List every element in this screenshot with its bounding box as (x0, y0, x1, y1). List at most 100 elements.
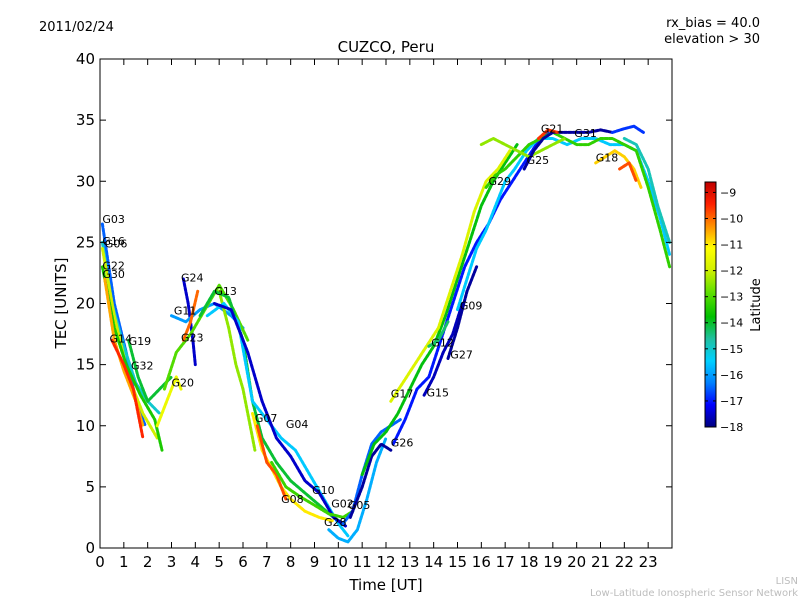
colorbar (704, 181, 717, 428)
x-tick-label: 4 (191, 553, 201, 571)
y-axis-label: TEC [UNITS] (52, 258, 70, 350)
x-tick-label: 7 (262, 553, 272, 571)
colorbar-tick-label: −14 (720, 317, 743, 330)
satellite-label: G05 (348, 499, 371, 512)
satellite-label: G07 (255, 412, 278, 425)
satellite-track-30 (479, 137, 567, 159)
x-tick-label: 0 (95, 553, 105, 571)
satellite-track-26 (427, 320, 450, 348)
satellite-track-11 (181, 289, 200, 342)
satellite-label: G11 (174, 305, 197, 318)
x-tick-label: 16 (472, 553, 491, 571)
bias-label: rx_bias = 40.0 (666, 16, 760, 31)
satellite-track-28 (456, 137, 672, 312)
y-tick-label: 10 (76, 417, 95, 435)
satellite-track-7 (155, 375, 183, 428)
colorbar-tick-label: −10 (720, 212, 743, 225)
satellite-label: G06 (105, 237, 128, 250)
colorbar-tick-label: −13 (720, 291, 743, 304)
colorbar-ticks: −9 −10 −11 −12 −13 −14 −15 −16 −17 −18 (705, 186, 743, 434)
x-tick-label: 9 (310, 553, 320, 571)
y-tick-label: 40 (76, 50, 95, 68)
x-tick-label: 15 (448, 553, 467, 571)
satellite-track-5 (110, 338, 145, 440)
satellite-label: G26 (391, 437, 414, 450)
x-tick-label: 1 (119, 553, 129, 571)
tec-tracks (100, 124, 672, 544)
satellite-track-10 (162, 283, 250, 391)
chart-title: CUZCO, Peru (338, 38, 435, 56)
x-tick-label: 19 (543, 553, 562, 571)
satellite-label: G20 (172, 377, 195, 390)
x-tick-label: 11 (353, 553, 372, 571)
satellite-label: G15 (427, 386, 450, 399)
x-tick-label: 20 (567, 553, 586, 571)
x-tick-label: 12 (376, 553, 395, 571)
x-tick-label: 21 (591, 553, 610, 571)
satellite-label: G10 (312, 484, 335, 497)
satellite-label: G32 (131, 360, 154, 373)
satellite-label: G14 (110, 333, 133, 346)
satellite-label: G23 (181, 331, 204, 344)
colorbar-tick-label: −18 (720, 421, 743, 434)
y-tick-label: 35 (76, 111, 95, 129)
footer-network: Low-Latitude Ionospheric Sensor Network (590, 588, 798, 599)
satellite-track-14 (205, 302, 350, 538)
colorbar-tick-label: −17 (720, 395, 743, 408)
elevation-label: elevation > 30 (664, 32, 760, 47)
colorbar-tick-label: −15 (720, 343, 743, 356)
satellite-label: G13 (214, 285, 237, 298)
x-tick-label: 2 (143, 553, 153, 571)
date-label: 2011/02/24 (39, 20, 114, 35)
satellite-label: G31 (574, 127, 597, 140)
y-tick-label: 20 (76, 295, 95, 313)
x-axis-label: Time [UT] (348, 576, 422, 594)
satellite-track-15 (212, 302, 347, 528)
footer-lisn: LISN (775, 576, 798, 587)
satellite-label: G08 (281, 493, 304, 506)
satellite-label: G30 (102, 268, 125, 281)
satellite-track-22 (360, 143, 519, 477)
satellite-label: G17 (391, 388, 414, 401)
satellite-label: G02 (331, 498, 354, 511)
satellite-track-34 (618, 161, 638, 183)
colorbar-tick-label: −11 (720, 239, 743, 252)
x-tick-label: 8 (286, 553, 296, 571)
satellite-track-3 (100, 265, 164, 452)
satellite-label: G16 (102, 235, 125, 248)
y-axis: 0 5 10 15 20 25 30 35 40 (76, 50, 672, 557)
satellite-label: G29 (489, 175, 512, 188)
satellite-track-27 (446, 265, 479, 360)
satellite-label: G22 (102, 259, 125, 272)
x-tick-label: 5 (214, 553, 224, 571)
satellite-label: G28 (324, 516, 347, 529)
satellite-track-23 (389, 149, 512, 403)
x-axis: 0 1 2 3 4 5 6 7 8 9 10 11 12 13 14 15 16 17 18 19 20 21 22 23 (95, 59, 658, 571)
satellite-track-0 (100, 222, 147, 428)
x-tick-label: 14 (424, 553, 443, 571)
satellite-track-24 (391, 130, 550, 446)
satellite-track-29 (484, 130, 672, 269)
satellite-track-18 (270, 460, 355, 519)
satellite-track-21 (348, 442, 393, 519)
y-tick-label: 30 (76, 172, 95, 190)
satellite-label: G21 (541, 122, 564, 135)
satellite-label: G18 (596, 152, 619, 165)
x-tick-label: 22 (615, 553, 634, 571)
satellite-track-36 (622, 137, 672, 244)
y-tick-label: 15 (76, 356, 95, 374)
x-tick-label: 17 (496, 553, 515, 571)
satellite-track-13 (198, 289, 345, 525)
x-tick-label: 23 (639, 553, 658, 571)
satellite-label: G12 (431, 336, 454, 349)
satellite-track-19 (327, 436, 388, 544)
y-tick-label: 5 (85, 478, 95, 496)
satellite-label: G27 (450, 349, 473, 362)
satellite-track-17 (255, 424, 288, 501)
x-tick-label: 3 (167, 553, 177, 571)
satellite-label: G04 (286, 418, 309, 431)
y-tick-label: 0 (85, 539, 95, 557)
satellite-track-32 (537, 128, 560, 140)
